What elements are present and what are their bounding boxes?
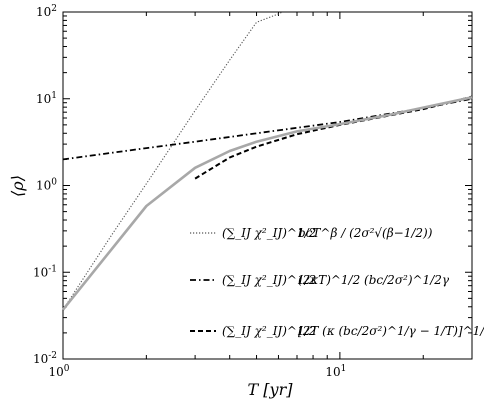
legend-entry-3-formula: [2T (κ (bc/2σ²)^1/γ − 1/T)]^1/2 xyxy=(298,324,484,338)
y-tick-label: 102 xyxy=(36,4,57,19)
legend-entry-1-prefix: (∑_IJ χ²_IJ)^1/2 xyxy=(222,226,316,240)
legend-entry-2-formula: (2κT)^1/2 (bc/2σ²)^1/2γ xyxy=(298,273,450,287)
y-tick-label: 101 xyxy=(36,91,57,106)
legend-entry-2-prefix: (∑_IJ χ²_IJ)^1/2 xyxy=(222,273,316,287)
series-line-dotted xyxy=(62,11,283,311)
legend-entry-1: (∑_IJ χ²_IJ)^1/2 bcT^β / (2σ²√(β−1/2)) xyxy=(190,226,433,240)
legend-entry-1-formula: bcT^β / (2σ²√(β−1/2)) xyxy=(298,226,433,240)
x-tick-label: 100 xyxy=(48,364,69,379)
series-line-dashed xyxy=(194,95,473,180)
y-tick-label: 10-2 xyxy=(33,351,57,366)
y-axis-title: ⟨ρ⟩ xyxy=(8,175,27,197)
x-axis-title: T [yr] xyxy=(248,380,294,399)
series-line-solid xyxy=(61,96,473,311)
legend: (∑_IJ χ²_IJ)^1/2 bcT^β / (2σ²√(β−1/2)) (… xyxy=(190,226,484,338)
legend-entry-3-prefix: (∑_IJ χ²_IJ)^1/2 xyxy=(222,324,316,338)
legend-entry-3: (∑_IJ χ²_IJ)^1/2 [2T (κ (bc/2σ²)^1/γ − 1… xyxy=(190,324,484,338)
x-tick-label: 101 xyxy=(325,364,346,379)
axis-ticks: 100 101 10-2 10-1 100 101 102 xyxy=(33,4,472,379)
data-series xyxy=(61,11,473,311)
plot-frame xyxy=(62,11,473,360)
y-tick-label: 100 xyxy=(36,178,57,193)
y-tick-label: 10-1 xyxy=(33,264,57,279)
series-line-dashdot xyxy=(62,97,473,161)
legend-entry-2: (∑_IJ χ²_IJ)^1/2 (2κT)^1/2 (bc/2σ²)^1/2γ xyxy=(190,273,450,287)
